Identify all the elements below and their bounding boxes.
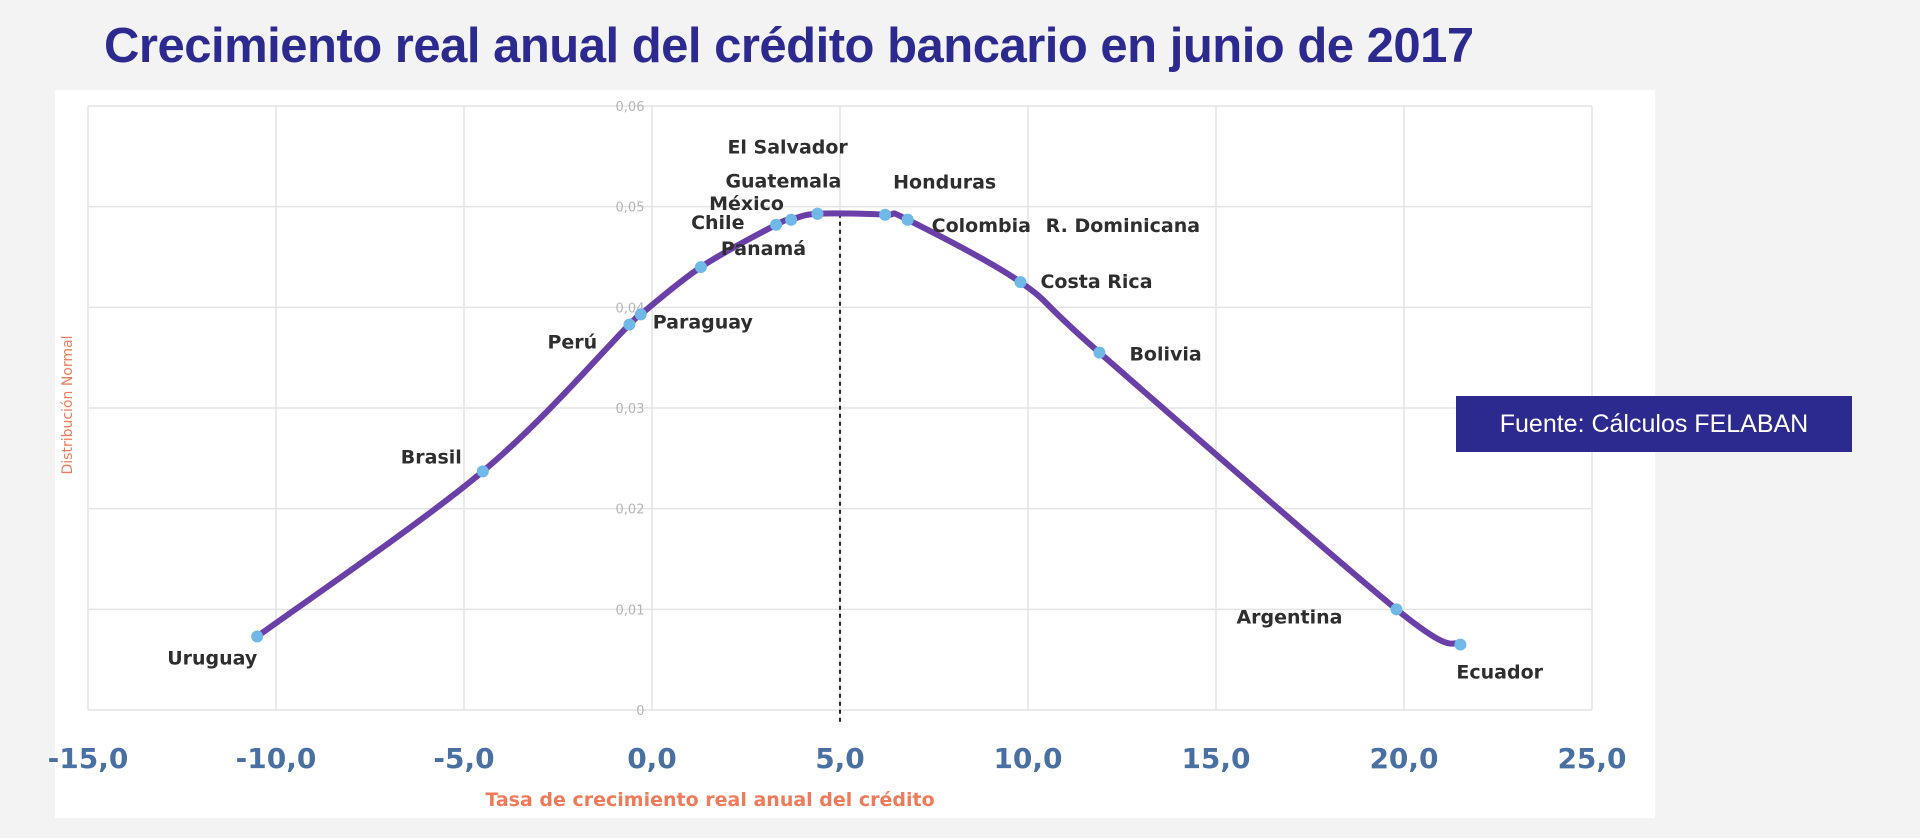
data-point — [1390, 603, 1403, 616]
data-point — [1014, 276, 1027, 289]
data-label: Bolivia — [1129, 344, 1201, 366]
x-tick-label: -5,0 — [433, 742, 494, 775]
data-label: Chile — [691, 212, 744, 234]
data-point — [1454, 638, 1467, 651]
data-label: Argentina — [1236, 606, 1342, 628]
data-label: R. Dominicana — [1046, 215, 1200, 237]
data-point — [785, 213, 798, 226]
data-point — [811, 207, 824, 220]
y-tick-label: 0,05 — [616, 201, 645, 216]
data-label: México — [709, 193, 784, 215]
data-label: Paraguay — [653, 311, 754, 333]
data-label: El Salvador — [727, 137, 848, 159]
y-tick-label: 0,01 — [616, 603, 645, 618]
x-tick-label: 25,0 — [1557, 742, 1626, 775]
data-label: Panamá — [721, 238, 806, 260]
data-point — [770, 218, 783, 231]
x-tick-label: 5,0 — [815, 742, 865, 775]
y-axis-label: Distribución Normal — [60, 336, 76, 475]
chart-title: Crecimiento real anual del crédito banca… — [104, 19, 1474, 73]
y-tick-label: 0,03 — [616, 402, 645, 417]
data-label: Uruguay — [167, 648, 258, 670]
source-note: Fuente: Cálculos FELABAN — [1456, 396, 1852, 452]
y-axis-ticks: 00,010,020,030,040,050,06 — [616, 100, 645, 719]
data-label: Costa Rica — [1040, 271, 1152, 293]
data-label: Ecuador — [1456, 662, 1543, 684]
y-tick-label: 0,02 — [616, 503, 645, 518]
data-labels: Uruguay Brasil Perú Paraguay Panamá ChileMéxi… — [167, 137, 1543, 684]
data-label: Brasil — [401, 446, 462, 468]
data-point — [694, 261, 707, 274]
data-label: Guatemala — [725, 171, 841, 193]
y-tick-label: 0,06 — [616, 100, 645, 115]
x-tick-label: 0,0 — [627, 742, 677, 775]
y-tick-label: 0 — [636, 704, 644, 719]
series-line — [254, 210, 1464, 648]
x-axis-label: Tasa de crecimiento real anual del crédi… — [485, 789, 934, 811]
data-label: Colombia — [932, 215, 1031, 237]
data-point — [879, 208, 892, 221]
x-tick-label: -10,0 — [236, 742, 317, 775]
x-tick-label: 15,0 — [1181, 742, 1250, 775]
data-markers — [251, 207, 1467, 651]
data-point — [901, 213, 914, 226]
data-point — [1093, 346, 1106, 359]
data-point — [634, 308, 647, 321]
data-point — [623, 318, 636, 331]
data-label: Honduras — [893, 172, 996, 194]
data-label: Perú — [547, 331, 597, 353]
data-point — [476, 465, 489, 478]
x-axis-ticks: -15,0 -10,0 -5,0 0,0 5,0 10,0 15,0 20,0 25,0 — [48, 742, 1627, 775]
x-tick-label: -15,0 — [48, 742, 129, 775]
x-tick-label: 10,0 — [993, 742, 1062, 775]
x-tick-label: 20,0 — [1369, 742, 1438, 775]
data-point — [251, 630, 264, 643]
